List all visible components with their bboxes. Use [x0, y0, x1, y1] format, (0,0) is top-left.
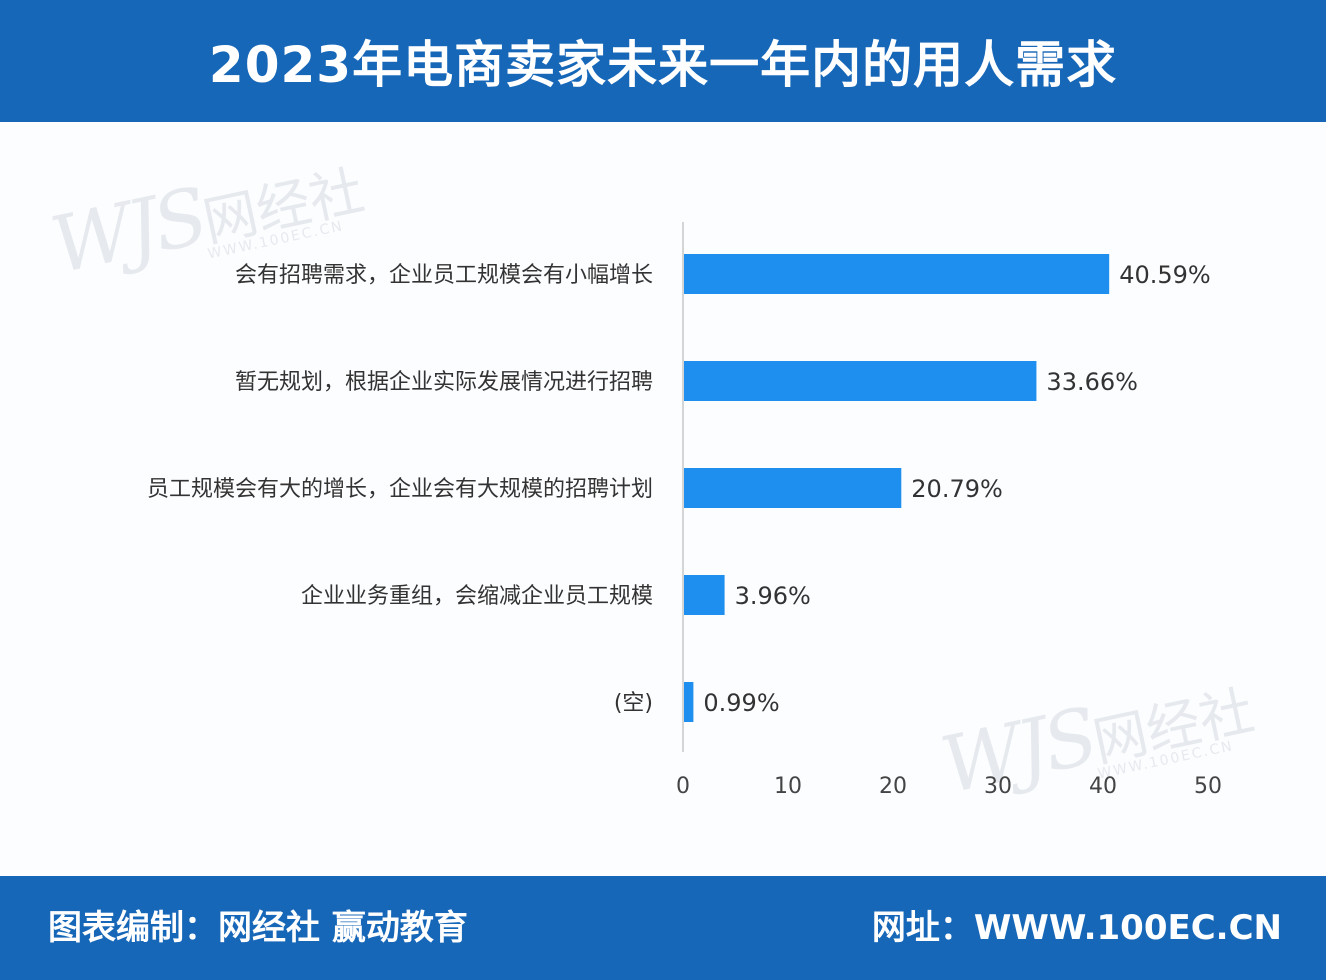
bar — [684, 682, 694, 722]
bar — [684, 468, 902, 508]
x-tick-label: 20 — [879, 774, 907, 799]
data-label: 33.66% — [1046, 368, 1138, 396]
footer-website: 网址：WWW.100EC.CN — [871, 908, 1282, 948]
bar — [684, 575, 725, 615]
bar — [684, 254, 1110, 294]
data-label: 40.59% — [1119, 261, 1211, 289]
data-label: 0.99% — [703, 689, 779, 717]
category-label: (空) — [614, 691, 653, 716]
x-tick-label: 0 — [676, 774, 690, 799]
chart-title: 2023年电商卖家未来一年内的用人需求 — [208, 36, 1118, 94]
data-label: 3.96% — [735, 582, 811, 610]
chart-area — [0, 122, 1326, 876]
x-tick-label: 50 — [1194, 774, 1222, 799]
x-tick-label: 40 — [1089, 774, 1117, 799]
category-label: 暂无规划，根据企业实际发展情况进行招聘 — [235, 370, 653, 395]
x-tick-label: 30 — [984, 774, 1012, 799]
footer-credit: 图表编制：网经社 赢动教育 — [48, 908, 468, 948]
category-label: 企业业务重组，会缩减企业员工规模 — [301, 584, 653, 609]
data-label: 20.79% — [911, 475, 1003, 503]
bar — [684, 361, 1037, 401]
category-label: 会有招聘需求，企业员工规模会有小幅增长 — [235, 263, 653, 288]
chart-footer: 图表编制：网经社 赢动教育 网址：WWW.100EC.CN — [0, 876, 1326, 980]
chart-header: 2023年电商卖家未来一年内的用人需求 — [0, 0, 1326, 122]
x-tick-label: 10 — [774, 774, 802, 799]
category-label: 员工规模会有大的增长，企业会有大规模的招聘计划 — [147, 477, 653, 502]
